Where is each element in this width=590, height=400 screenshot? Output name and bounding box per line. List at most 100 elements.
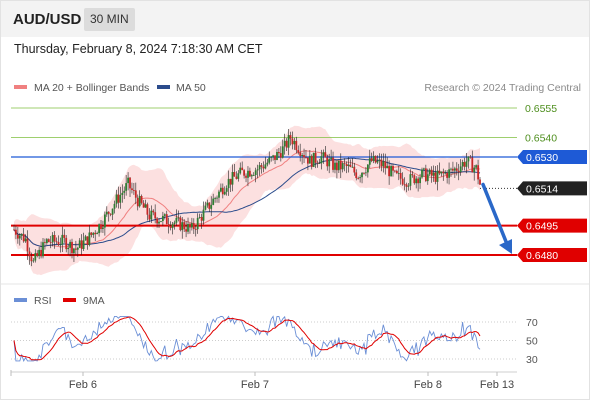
candle-body <box>212 198 215 205</box>
candle-body <box>117 194 120 203</box>
candle-body <box>140 196 143 203</box>
candle-body <box>293 140 296 145</box>
candle-body <box>36 253 39 256</box>
candle-body <box>278 152 280 154</box>
candle-body <box>307 157 309 164</box>
candle-body <box>69 241 71 248</box>
rsi-line <box>13 315 481 362</box>
candle-body <box>285 140 288 148</box>
candle-body <box>189 223 191 228</box>
level-label-0: 0.6555 <box>525 103 557 115</box>
candle-body <box>96 233 98 235</box>
candle-body <box>113 203 116 209</box>
level-label-1: 0.6540 <box>525 132 557 144</box>
candle-body <box>200 217 203 221</box>
candle-body <box>372 155 375 161</box>
level-4-badge-label: 0.6480 <box>526 250 558 262</box>
candle-body <box>223 191 226 195</box>
candle-body <box>355 172 358 179</box>
candle-body <box>291 138 294 145</box>
candle-body <box>125 183 127 191</box>
candle-body <box>177 217 180 219</box>
candle-body <box>322 152 325 157</box>
candle-body <box>301 155 303 156</box>
candle-body <box>438 170 441 174</box>
candle-body <box>425 168 427 181</box>
level-3-badge <box>517 218 587 233</box>
candle-body <box>167 224 170 226</box>
candle-body <box>104 214 106 228</box>
candle-body <box>426 174 429 182</box>
candle-body <box>316 162 319 164</box>
rsi-tick-label-1: 50 <box>526 336 538 348</box>
candle-body <box>154 212 157 219</box>
candle-body <box>380 159 383 167</box>
candle-body <box>146 204 149 215</box>
candle-body <box>469 156 472 158</box>
candle-body <box>388 165 390 177</box>
candle-body <box>86 236 89 245</box>
candle-body <box>328 159 331 167</box>
candle-body <box>299 152 302 156</box>
candle-body <box>324 152 327 158</box>
candle-body <box>272 155 274 157</box>
rsi-panel: 70 50 30 <box>11 315 538 366</box>
candle-body <box>76 247 79 250</box>
ma20-line <box>13 150 481 248</box>
candle-body <box>479 179 481 185</box>
candle-body <box>334 162 336 170</box>
candle-body <box>419 177 421 184</box>
candle-body <box>75 248 77 250</box>
forecast-arrow-head <box>499 239 512 255</box>
candle-body <box>15 229 17 235</box>
candle-body <box>121 192 124 195</box>
legend-label-rsi: RSI <box>34 295 52 307</box>
candle-body <box>407 185 410 187</box>
candle-body <box>94 232 97 235</box>
candle-body <box>351 166 354 168</box>
candle-body <box>341 163 344 170</box>
x-tick-label-2: Feb 8 <box>414 379 442 391</box>
candle-body <box>46 239 48 243</box>
candle-body <box>477 165 479 180</box>
candle-body <box>252 175 255 176</box>
candle-body <box>475 165 477 168</box>
candle-body <box>359 177 361 179</box>
candle-body <box>411 174 414 176</box>
candle-body <box>368 158 371 165</box>
candle-body <box>382 161 385 167</box>
candle-body <box>179 217 182 231</box>
candle-body <box>448 169 450 178</box>
candle-body <box>183 222 186 230</box>
candle-body <box>386 165 389 169</box>
candle-body <box>73 248 75 254</box>
candle-body <box>339 160 342 170</box>
candle-body <box>123 190 126 193</box>
candle-body <box>249 170 251 177</box>
candle-body <box>303 155 305 158</box>
bollinger-bands <box>14 125 480 276</box>
candle-body <box>473 167 476 173</box>
candle-body <box>264 164 267 169</box>
candle-body <box>71 241 73 254</box>
candle-body <box>390 166 392 177</box>
candle-body <box>361 172 363 178</box>
candle-body <box>18 235 21 239</box>
candle-body <box>129 177 131 189</box>
candle-body <box>446 172 448 178</box>
candle-body <box>163 214 166 216</box>
candle-body <box>270 157 273 158</box>
legend-label-ma50: MA 50 <box>176 82 206 94</box>
candle-body <box>461 162 464 167</box>
candle-body <box>243 170 245 176</box>
x-axis-ticks: Feb 6 Feb 7 Feb 8 Feb 13 <box>10 370 514 391</box>
rsi-ma-line <box>13 316 481 361</box>
candle-body <box>365 172 367 174</box>
candle-body <box>417 178 419 184</box>
candle-body <box>233 172 236 177</box>
candle-body <box>152 210 155 213</box>
timeframe-button[interactable]: 30 MIN <box>84 8 135 31</box>
candle-body <box>276 152 278 160</box>
candle-body <box>38 249 40 257</box>
candle-body <box>80 240 83 249</box>
